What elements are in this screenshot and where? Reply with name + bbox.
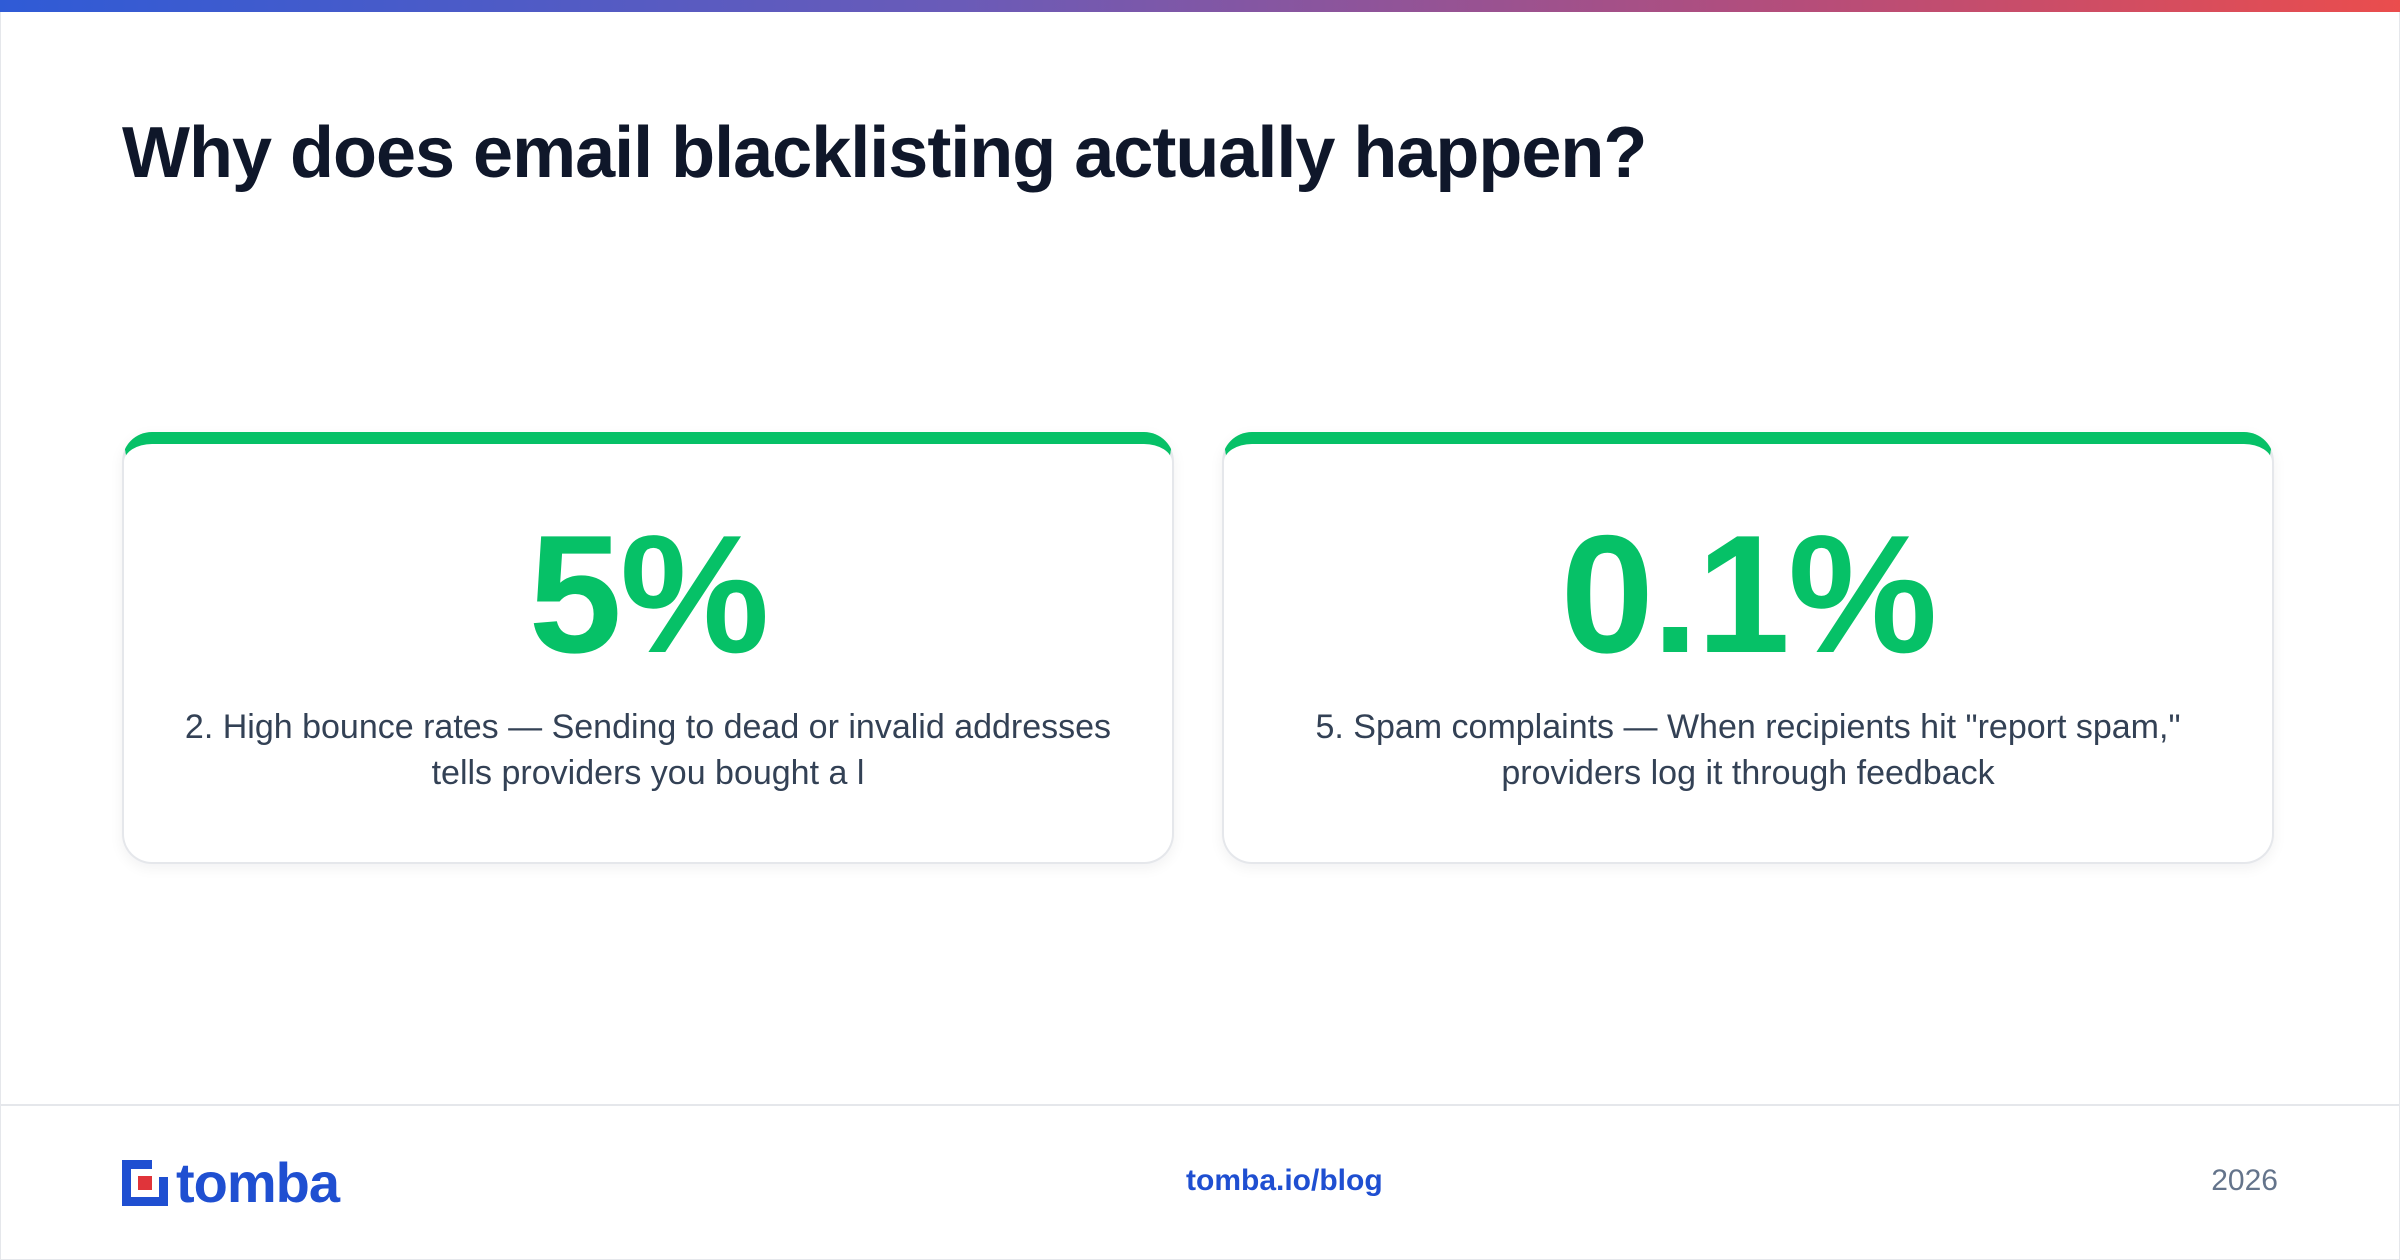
stat-value: 0.1% [1560,500,1938,688]
stat-description: 5. Spam complaints — When recipients hit… [1315,708,2181,792]
footer-year: 2026 [2211,1164,2278,1197]
footer-divider [0,1104,2400,1106]
stat-value: 5% [528,500,770,688]
stat-description: 2. High bounce rates — Sending to dead o… [184,708,1112,792]
top-gradient-bar [0,0,2400,12]
stat-card-bounce-rate: 5% 2. High bounce rates — Sending to dea… [122,432,1174,864]
tomba-logo-wordmark: tomba [176,1151,340,1214]
page-title: Why does email blacklisting actually hap… [122,113,1647,193]
blog-link[interactable]: tomba.io/blog [1186,1164,1383,1197]
tomba-logo-icon [122,1160,168,1206]
tomba-logo: tomba [122,1151,340,1214]
stat-card-spam-complaints: 0.1% 5. Spam complaints — When recipient… [1222,432,2274,864]
